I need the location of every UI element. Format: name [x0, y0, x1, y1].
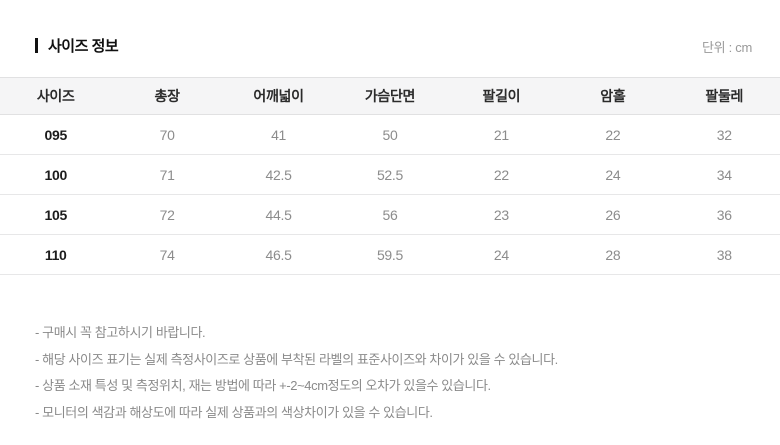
page-title: 사이즈 정보 [48, 38, 119, 55]
measurement-value: 38 [668, 234, 780, 275]
column-header-total-length: 총장 [111, 77, 223, 115]
measurement-value: 59.5 [334, 234, 446, 275]
size-value: 100 [0, 154, 112, 195]
measurement-value: 24 [445, 234, 558, 275]
measurement-value: 42.5 [222, 154, 335, 195]
column-header-arm-length: 팔길이 [445, 77, 558, 115]
measurement-value: 72 [111, 194, 223, 235]
column-header-shoulder-width: 어깨넓이 [222, 77, 335, 115]
section-title-group: 사이즈 정보 [35, 35, 119, 56]
measurement-value: 21 [445, 114, 558, 155]
measurement-value: 34 [668, 154, 780, 195]
measurement-value: 32 [668, 114, 780, 155]
measurement-value: 23 [445, 194, 558, 235]
table-row: 110 74 46.5 59.5 24 28 38 [0, 234, 780, 275]
measurement-value: 41 [222, 114, 335, 155]
column-header-arm-circumference: 팔둘레 [668, 77, 780, 115]
size-value: 110 [0, 234, 112, 275]
header-row: 사이즈 총장 어깨넓이 가슴단면 팔길이 암홀 팔둘레 [0, 77, 780, 115]
table-row: 100 71 42.5 52.5 22 24 34 [0, 154, 780, 195]
note-line: - 구매시 꼭 참고하시기 바랍니다. [35, 325, 206, 340]
note-line: - 해당 사이즈 표기는 실제 측정사이즈로 상품에 부착된 라벨의 표준사이즈… [35, 351, 558, 367]
measurement-value: 46.5 [222, 234, 335, 275]
column-header-size: 사이즈 [0, 77, 112, 115]
size-table-header: 사이즈 총장 어깨넓이 가슴단면 팔길이 암홀 팔둘레 [0, 77, 780, 115]
measurement-value: 28 [557, 234, 669, 275]
size-value: 105 [0, 194, 112, 235]
table-row: 095 70 41 50 21 22 32 [0, 114, 780, 155]
measurement-value: 74 [111, 234, 223, 275]
column-header-armhole: 암홀 [557, 77, 669, 115]
measurement-value: 24 [557, 154, 669, 195]
size-value: 095 [0, 114, 112, 155]
measurement-value: 22 [557, 114, 669, 155]
measurement-value: 56 [334, 194, 446, 235]
unit-label: 단위 : cm [702, 40, 752, 55]
table-row: 105 72 44.5 56 23 26 36 [0, 194, 780, 235]
measurement-value: 22 [445, 154, 558, 195]
measurement-value: 50 [334, 114, 446, 155]
note-line: - 상품 소재 특성 및 측정위치, 재는 방법에 따라 +-2~4cm정도의 … [35, 378, 491, 393]
disclaimer-notes: - 구매시 꼭 참고하시기 바랍니다. - 해당 사이즈 표기는 실제 측정사이… [0, 320, 780, 426]
column-header-chest-width: 가슴단면 [334, 77, 446, 115]
section-header: 사이즈 정보 단위 : cm [0, 0, 780, 56]
measurement-value: 36 [668, 194, 780, 235]
note-line: - 모니터의 색감과 해상도에 따라 실제 상품과의 색상차이가 있을 수 있습… [35, 404, 433, 420]
measurement-value: 71 [111, 154, 223, 195]
size-table: 사이즈 총장 어깨넓이 가슴단면 팔길이 암홀 팔둘레 095 70 41 50… [0, 77, 780, 275]
title-tick-bar [35, 38, 38, 53]
size-table-body: 095 70 41 50 21 22 32 100 71 42.5 52.5 2… [0, 114, 780, 275]
measurement-value: 70 [111, 114, 223, 155]
measurement-value: 26 [557, 194, 669, 235]
measurement-value: 52.5 [334, 154, 446, 195]
measurement-value: 44.5 [222, 194, 335, 235]
